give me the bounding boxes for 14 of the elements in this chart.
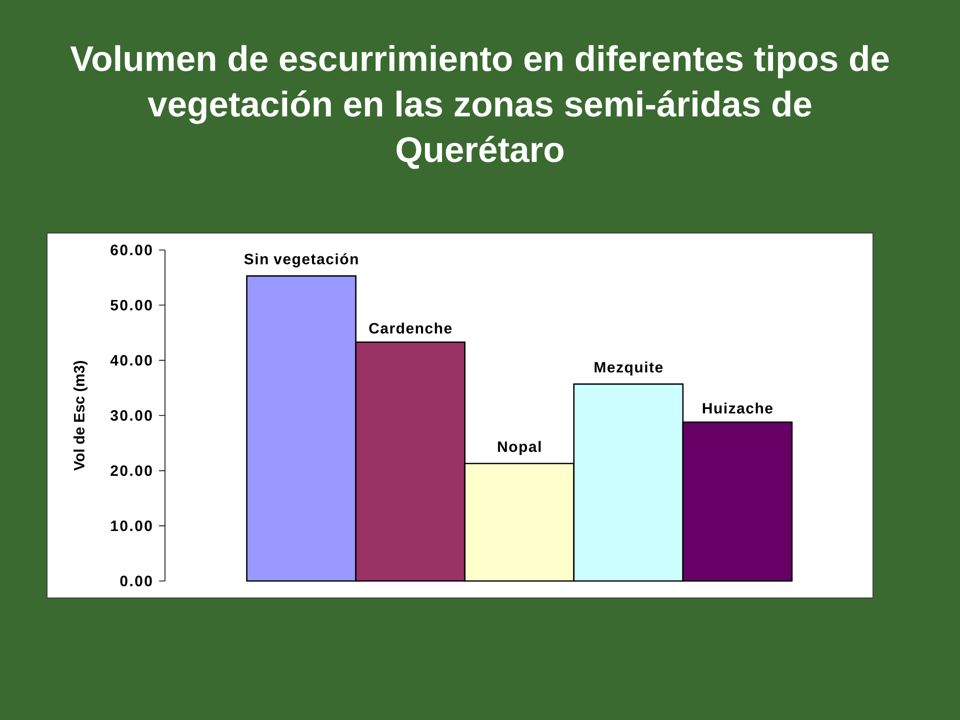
y-tick-label: 10.00 — [111, 520, 152, 532]
y-tick-label: 40.00 — [110, 355, 152, 366]
x-tick-label: Cardenche — [369, 322, 452, 334]
chart-title: Volumen de escurrimiento en diferentes tipos de vegetación en las zonas semi-áridas de Querétaro — [70, 45, 889, 169]
y-tick-label: 0.00 — [120, 576, 152, 586]
y-tick-label: 30.00 — [110, 410, 152, 421]
y-tick-label: 20.00 — [110, 465, 152, 476]
y-tick-label: 60.00 — [110, 244, 152, 256]
x-tick-label: Nopal — [498, 440, 541, 455]
y-axis-title: Vol de Esc (m3) — [73, 360, 88, 471]
y-tick-label: 50.00 — [110, 300, 152, 310]
x-tick-label: Huizache — [702, 402, 772, 414]
x-tick-label: Sin vegetación — [244, 253, 358, 268]
x-tick-label: Mezquite — [594, 362, 663, 376]
